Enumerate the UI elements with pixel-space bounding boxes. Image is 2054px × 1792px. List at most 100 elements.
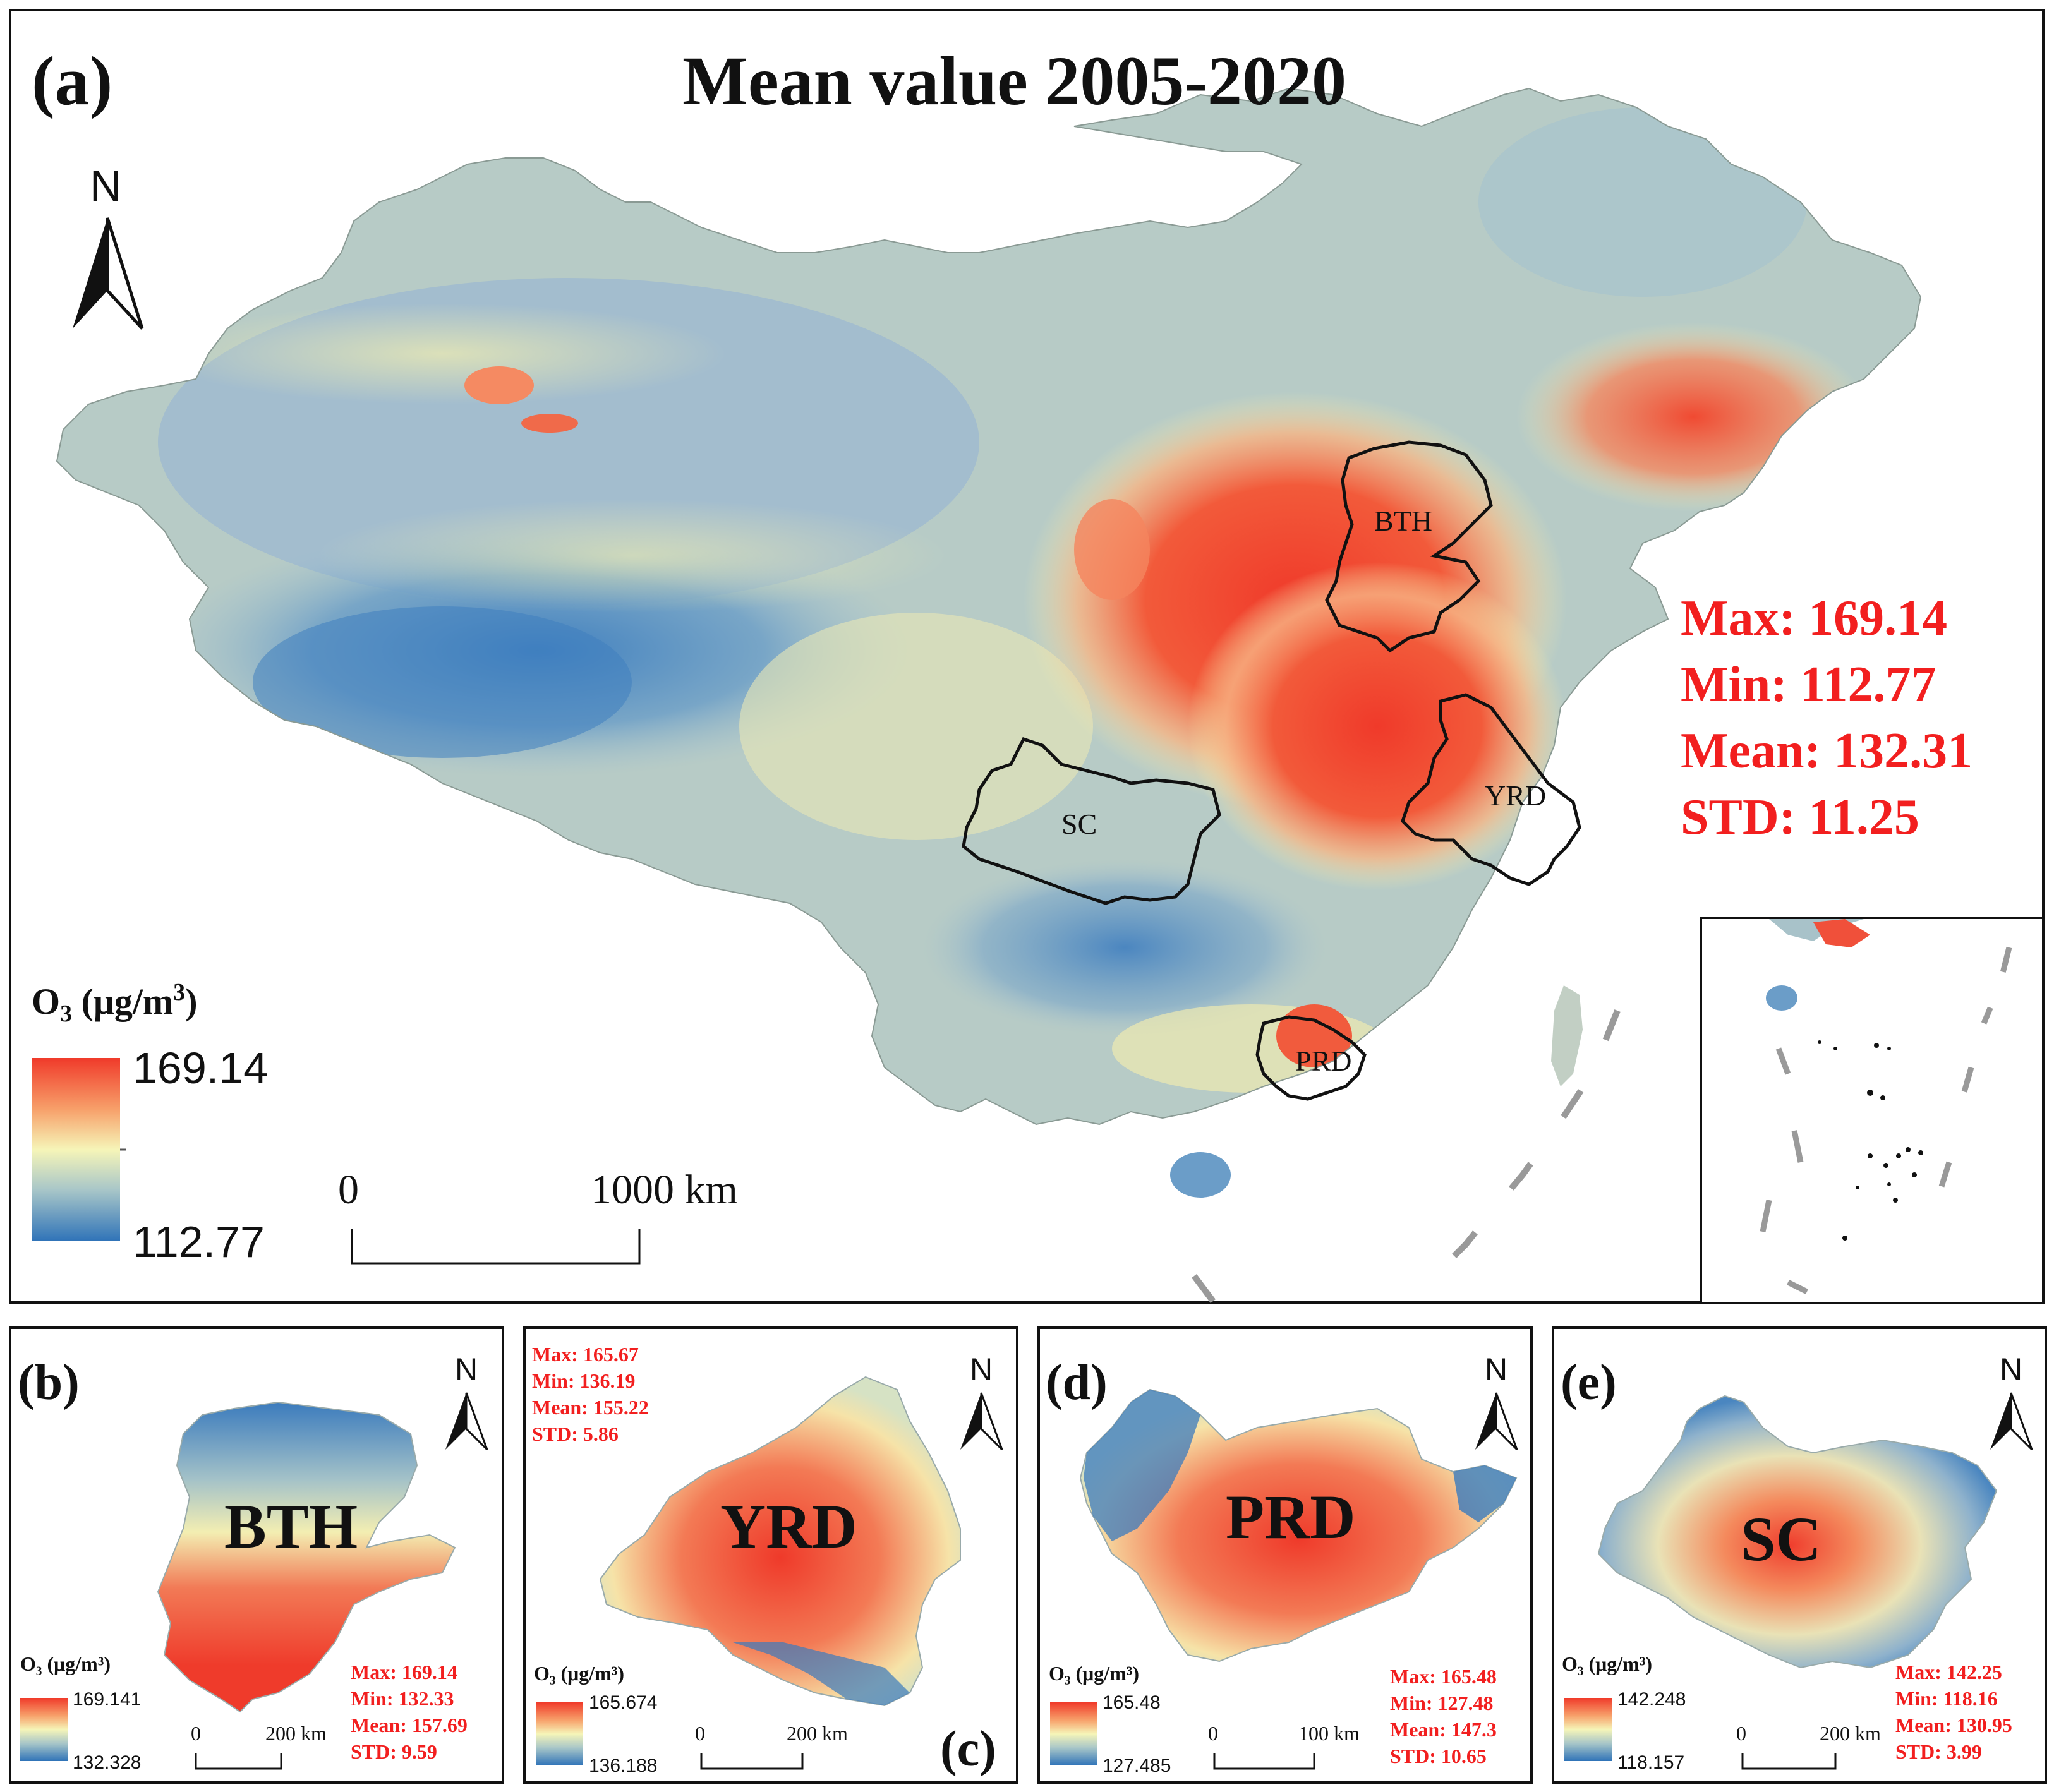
region-label-bth: BTH <box>1374 505 1432 537</box>
legend-max: 169.14 <box>133 1043 268 1093</box>
region-label-sc: SC <box>1061 808 1097 840</box>
prd-outline <box>1255 1015 1367 1101</box>
subpanel-b-colorbar <box>20 1698 68 1761</box>
north-arrow-icon-b <box>445 1393 466 1450</box>
subpanel-d-stat-mean: Mean: 147.3 <box>1390 1718 1497 1741</box>
stat-std: STD: 11.25 <box>1681 790 1919 845</box>
subpanel-b-region: BTH <box>224 1491 358 1561</box>
subpanel-d-north-label: N <box>1485 1352 1507 1387</box>
subpanel-e-stat-std: STD: 3.99 <box>1895 1740 1982 1763</box>
subpanel-d-colorbar <box>1050 1702 1097 1765</box>
subpanel-c-stat-max: Max: 165.67 <box>532 1343 639 1366</box>
subpanel-e-colorbar <box>1564 1698 1612 1761</box>
subpanel-c-stat-mean: Mean: 155.22 <box>532 1396 649 1419</box>
bth-outline <box>1325 440 1493 653</box>
subpanel-e-stat-mean: Mean: 130.95 <box>1895 1714 2012 1736</box>
subpanel-c-legend-max: 165.674 <box>589 1692 657 1713</box>
region-outlines <box>962 440 1581 1101</box>
subpanel-b-north-label: N <box>455 1352 478 1387</box>
subpanel-d-legend-max: 165.48 <box>1103 1692 1161 1713</box>
subpanel-c-north: N <box>960 1352 1003 1451</box>
subpanel-d-north: N <box>1475 1352 1518 1451</box>
subpanel-b-legend-max: 169.141 <box>73 1689 141 1710</box>
subpanel-e-legend-title: O₃ (μg/m³) <box>1562 1652 1652 1675</box>
yrd-outline <box>1401 693 1581 886</box>
sc-outline <box>962 737 1221 905</box>
subpanel-d-scale-end: 100 km <box>1298 1722 1360 1745</box>
subpanel-d-legend-title: O₃ (μg/m³) <box>1049 1662 1139 1685</box>
bth-region-shape <box>157 1401 456 1713</box>
prd-region-shape <box>1079 1388 1518 1663</box>
subpanel-e-region: SC <box>1741 1504 1821 1574</box>
stat-mean: Mean: 132.31 <box>1681 723 1972 779</box>
subpanel-b-stat-mean: Mean: 157.69 <box>351 1714 468 1736</box>
subpanel-b-scale-end: 200 km <box>265 1722 327 1745</box>
subpanel-e-label: (e) <box>1561 1355 1617 1410</box>
subpanel-e-stat-max: Max: 142.25 <box>1895 1661 2002 1683</box>
subpanel-c-label: (c) <box>940 1721 996 1777</box>
subpanel-b-stat-min: Min: 132.33 <box>351 1687 454 1710</box>
scale-end: 1000 km <box>591 1167 738 1213</box>
north-arrow-label: N <box>90 161 122 210</box>
main-stats: Max: 169.14 Min: 112.77 Mean: 132.31 STD… <box>1681 591 1972 845</box>
subpanel-c-region: YRD <box>720 1491 857 1561</box>
subpanel-b-label: (b) <box>18 1355 80 1410</box>
subpanel-e-legend-max: 142.248 <box>1617 1689 1686 1710</box>
subpanel-b-north: N <box>445 1352 488 1451</box>
north-arrow-icon-d <box>1475 1393 1496 1450</box>
subpanel-e-north-label: N <box>2000 1352 2022 1387</box>
nine-dash-line <box>1438 1009 1621 1272</box>
subpanel-d-region: PRD <box>1226 1482 1356 1552</box>
subpanel-e-north: N <box>1990 1352 2033 1451</box>
subpanel-c-stat-std: STD: 5.86 <box>532 1422 619 1445</box>
subpanel-c-colorbar <box>536 1702 583 1765</box>
subpanel-b-scale-start: 0 <box>191 1722 201 1745</box>
north-arrow-icon-c <box>960 1393 981 1450</box>
sc-region-shape <box>1597 1395 1998 1669</box>
subpanel-e-scale-end: 200 km <box>1820 1722 1881 1745</box>
subpanel-c-legend-title: O₃ (μg/m³) <box>534 1662 624 1685</box>
subpanel-d: (d) PRD N O₃ (μg/m³) 165.48 127.485 0 10… <box>1037 1326 1533 1784</box>
legend-min: 112.77 <box>133 1217 265 1266</box>
subpanel-b-legend-min: 132.328 <box>73 1752 141 1773</box>
main-title: Mean value 2005-2020 <box>682 42 1346 119</box>
subpanel-d-label: (d) <box>1046 1355 1108 1410</box>
subpanel-d-stat-max: Max: 165.48 <box>1390 1665 1497 1688</box>
subpanel-d-stat-min: Min: 127.48 <box>1390 1692 1494 1714</box>
subpanel-c-stat-min: Min: 136.19 <box>532 1369 636 1392</box>
subpanel-b: (b) BTH N O₃ (μg/m³) 169.141 132.328 0 2… <box>9 1326 504 1784</box>
subpanel-e-stat-min: Min: 118.16 <box>1895 1687 1998 1710</box>
yrd-region-shape <box>599 1376 961 1707</box>
main-panel: BTH YRD SC PRD (a) Mean value 2005-2020 … <box>9 9 2045 1304</box>
subpanel-d-legend-min: 127.485 <box>1103 1755 1171 1776</box>
region-label-prd: PRD <box>1295 1045 1351 1077</box>
subpanel-e: (e) SC N O₃ (μg/m³) 142.248 118.157 0 20… <box>1552 1326 2047 1784</box>
main-legend: O3 (μg/m3) 169.14 112.77 <box>32 979 268 1266</box>
subpanel-b-stat-max: Max: 169.14 <box>351 1661 457 1683</box>
legend-title: O3 (μg/m3) <box>32 979 198 1027</box>
subpanel-c-scale-start: 0 <box>695 1722 705 1745</box>
nine-dash-line-south <box>1192 1274 1216 1303</box>
legend-colorbar <box>32 1058 120 1241</box>
north-arrow-icon-e <box>1990 1393 2011 1450</box>
subpanel-c-scale-end: 200 km <box>787 1722 848 1745</box>
subpanel-e-legend-min: 118.157 <box>1617 1752 1684 1773</box>
north-arrow-icon <box>73 217 144 330</box>
subpanel-b-stat-std: STD: 9.59 <box>351 1740 437 1763</box>
subpanel-d-stat-std: STD: 10.65 <box>1390 1745 1487 1767</box>
panel-label-a: (a) <box>32 42 112 119</box>
north-arrow: N <box>73 161 144 330</box>
stat-min: Min: 112.77 <box>1681 657 1936 713</box>
subpanel-d-scale-start: 0 <box>1208 1722 1218 1745</box>
hainan-island <box>1170 1152 1231 1198</box>
taiwan-island <box>1551 985 1583 1086</box>
main-scale-bar: 0 1000 km <box>338 1167 738 1265</box>
subpanel-b-legend-title: O₃ (μg/m³) <box>20 1652 111 1675</box>
subpanel-e-scale-start: 0 <box>1736 1722 1746 1745</box>
scs-inset-frame <box>1700 917 2045 1304</box>
subpanel-c: (c) YRD N Max: 165.67 Min: 136.19 Mean: … <box>523 1326 1018 1784</box>
region-label-yrd: YRD <box>1485 779 1546 812</box>
subpanel-c-north-label: N <box>970 1352 993 1387</box>
scale-start: 0 <box>338 1167 359 1213</box>
